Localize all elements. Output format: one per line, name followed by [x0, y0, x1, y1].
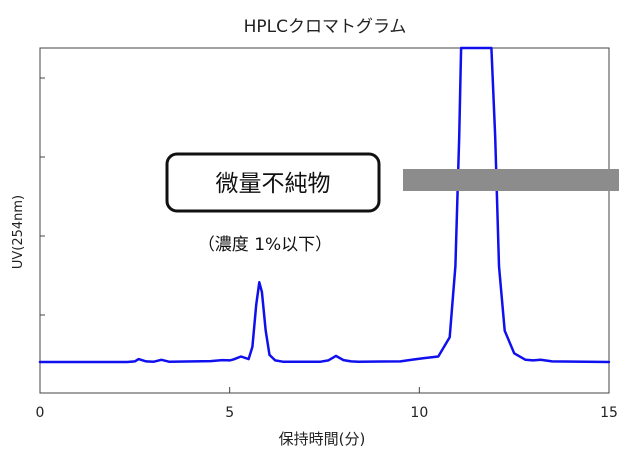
callout-arrow-bar — [403, 169, 619, 191]
x-tick-label: 5 — [225, 405, 234, 421]
x-axis-label: 保持時間(分) — [279, 430, 366, 448]
callout-box — [165, 152, 381, 213]
x-tick-label: 15 — [600, 405, 618, 421]
y-axis-label: UV(254nm) — [11, 195, 26, 269]
chart-title: HPLCクロマトグラム — [244, 17, 407, 37]
callout-label: 微量不純物 — [216, 171, 331, 197]
callout-note: （濃度 1%以下） — [198, 235, 332, 255]
x-tick-label: 10 — [410, 405, 428, 421]
x-tick-label: 0 — [36, 405, 45, 421]
series-line — [38, 46, 611, 364]
plot-frame — [39, 47, 610, 394]
tick-layer: 0 5 10 15 — [36, 77, 618, 421]
